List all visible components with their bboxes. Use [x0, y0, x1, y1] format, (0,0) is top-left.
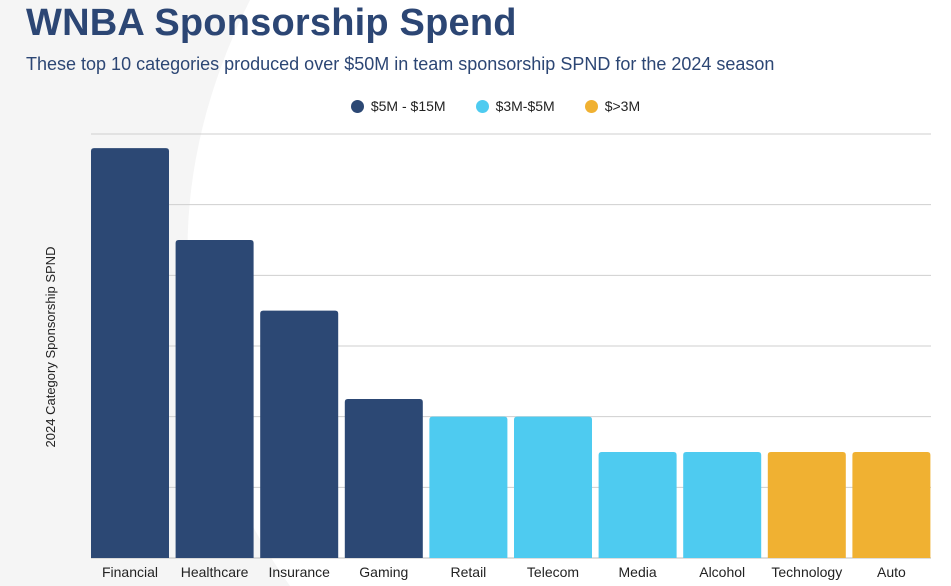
- legend-label: $5M - $15M: [370, 98, 446, 114]
- x-tick-label-technology: Technology: [771, 564, 842, 580]
- x-tick-label-alcohol: Alcohol: [699, 564, 745, 580]
- legend-item-mid: $3M-$5M: [475, 98, 555, 114]
- x-tick-label-insurance: Insurance: [268, 564, 330, 580]
- x-tick-label-healthcare: Healthcare: [181, 564, 249, 580]
- y-axis-label: 2024 Category Sponsorship SPND: [43, 247, 58, 448]
- chart-title: WNBA Sponsorship Spend: [26, 2, 517, 44]
- bars: [91, 148, 931, 558]
- bar-technology: [767, 452, 846, 558]
- x-tick-label-auto: Auto: [877, 564, 906, 580]
- bar-financial: [91, 148, 169, 558]
- x-tick-label-media: Media: [619, 564, 657, 580]
- chart-subtitle: These top 10 categories produced over $5…: [26, 54, 775, 74]
- legend-label: $3M-$5M: [495, 98, 555, 114]
- legend-dot-icon: [475, 99, 489, 113]
- bar-healthcare: [175, 240, 254, 558]
- x-tick-label-financial: Financial: [102, 564, 158, 580]
- legend-item-low: $>3M: [584, 98, 641, 114]
- bar-telecom: [514, 416, 592, 558]
- legend-label: $>3M: [604, 98, 641, 114]
- x-tick-label-telecom: Telecom: [527, 564, 579, 580]
- bar-auto: [852, 452, 931, 558]
- legend-item-high: $5M - $15M: [350, 98, 446, 114]
- x-tick-label-gaming: Gaming: [359, 564, 408, 580]
- bar-media: [598, 452, 677, 558]
- bar-gaming: [344, 399, 423, 558]
- bar-insurance: [260, 310, 339, 558]
- x-tick-labels: Financial Healthcare Insurance Gaming Retail…: [102, 564, 906, 580]
- legend-dot-icon: [350, 99, 364, 113]
- bar-alcohol: [683, 452, 762, 558]
- bar-retail: [429, 416, 508, 558]
- legend-dot-icon: [584, 99, 598, 113]
- legend: $5M - $15M $3M-$5M $>3M: [0, 98, 951, 114]
- x-tick-label-retail: Retail: [451, 564, 487, 580]
